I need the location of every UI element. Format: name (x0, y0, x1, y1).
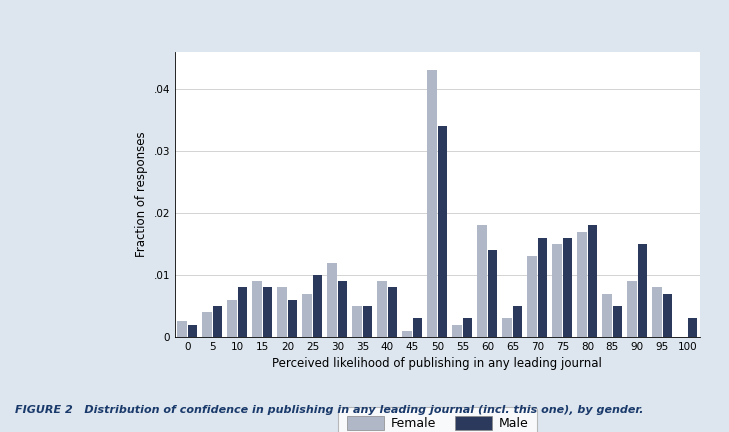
Bar (388, 287, 397, 337)
X-axis label: Perceived likelihood of publishing in any leading journal: Perceived likelihood of publishing in an… (273, 357, 602, 370)
Bar (502, 318, 512, 337)
Bar (463, 318, 472, 337)
Bar (177, 321, 187, 337)
Bar (352, 306, 362, 337)
Bar (427, 70, 437, 337)
Bar (477, 226, 487, 337)
Bar (563, 238, 572, 337)
Bar (187, 324, 198, 337)
Bar (362, 306, 373, 337)
Bar (628, 281, 637, 337)
Bar (213, 306, 222, 337)
Bar (313, 275, 322, 337)
Bar (338, 281, 348, 337)
Bar (588, 226, 597, 337)
Bar (413, 318, 422, 337)
Bar (437, 126, 448, 337)
Bar (227, 300, 237, 337)
Bar (402, 331, 412, 337)
Bar (327, 263, 338, 337)
Text: FIGURE 2   Distribution of confidence in publishing in any leading journal (incl: FIGURE 2 Distribution of confidence in p… (15, 405, 643, 415)
Bar (577, 232, 587, 337)
Bar (527, 256, 537, 337)
Bar (278, 287, 287, 337)
Bar (553, 244, 562, 337)
Bar (288, 300, 297, 337)
Y-axis label: Fraction of responses: Fraction of responses (135, 132, 148, 257)
Bar (537, 238, 547, 337)
Bar (378, 281, 387, 337)
Bar (652, 287, 662, 337)
Bar (488, 250, 497, 337)
Bar (203, 312, 212, 337)
Bar (453, 324, 462, 337)
Bar (638, 244, 647, 337)
Bar (602, 294, 612, 337)
Bar (663, 294, 672, 337)
Bar (262, 287, 273, 337)
Bar (238, 287, 247, 337)
Legend: Female, Male: Female, Male (338, 407, 537, 432)
Bar (512, 306, 523, 337)
Bar (612, 306, 623, 337)
Bar (252, 281, 262, 337)
Bar (303, 294, 312, 337)
Bar (687, 318, 698, 337)
